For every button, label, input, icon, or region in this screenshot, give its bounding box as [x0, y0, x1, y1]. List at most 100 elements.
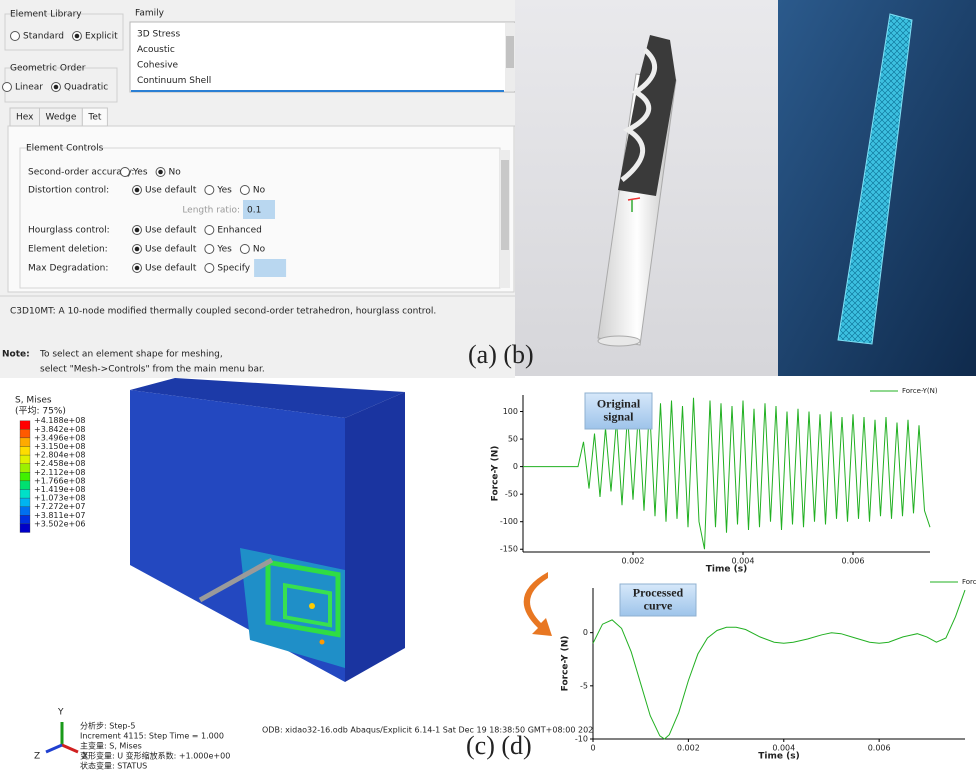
panel-label: (a) (b): [468, 340, 534, 369]
legend-swatch: [20, 524, 30, 533]
y-tick-label: -5: [580, 681, 588, 690]
radio-label[interactable]: Yes: [216, 186, 232, 196]
legend-swatch: [20, 472, 30, 481]
radio-label[interactable]: Explicit: [85, 32, 118, 42]
note-label: Note:: [2, 350, 30, 360]
annotation: Processed: [633, 585, 684, 599]
axis-x: [62, 745, 78, 752]
legend-swatch: [20, 507, 30, 516]
legend-value: +3.502e+06: [34, 519, 85, 528]
control-label: Distortion control:: [28, 186, 109, 196]
group-title: Family: [135, 9, 165, 19]
radio-label[interactable]: Yes: [216, 245, 232, 255]
y-tick-label: 100: [503, 407, 518, 416]
text-field[interactable]: [254, 259, 286, 277]
radio-label[interactable]: Linear: [15, 83, 43, 93]
annotation: curve: [644, 598, 673, 612]
radio-label[interactable]: No: [253, 186, 266, 196]
x-tick-label: 0: [590, 744, 595, 753]
y-tick-label: -100: [500, 517, 518, 526]
info-line: ODB: xidao32-16.odb Abaqus/Explicit 6.14…: [262, 726, 598, 735]
radio-button[interactable]: [205, 245, 214, 254]
radio-button[interactable]: [11, 32, 20, 41]
tab-label[interactable]: Wedge: [45, 113, 76, 123]
radio-label[interactable]: Enhanced: [217, 226, 262, 236]
legend-swatch: [20, 498, 30, 507]
stress-contour-render: [130, 378, 405, 682]
control-label: Max Degradation:: [28, 264, 108, 274]
hot-spot: [309, 603, 315, 609]
legend-swatch: [20, 481, 30, 490]
info-line: 状态变量: STATUS: [80, 761, 147, 771]
legend-subtitle: (平均: 75%): [15, 405, 66, 417]
radio-button[interactable]: [121, 168, 130, 177]
block-side: [345, 392, 405, 682]
radio-button[interactable]: [205, 186, 214, 195]
axis-z: [46, 745, 62, 752]
radio-label[interactable]: Use default: [145, 245, 197, 255]
family-item[interactable]: 3D Stress: [137, 30, 180, 40]
figure: Element Library Family Geometric Order E…: [0, 0, 976, 778]
tab-label[interactable]: Hex: [16, 113, 34, 123]
force-charts: 100500-50-100-1500.0020.0040.006Time (s)…: [491, 387, 976, 762]
scrollbar-thumb[interactable]: [501, 160, 509, 250]
radio-label[interactable]: Quadratic: [64, 83, 108, 93]
family-item[interactable]: Continuum Shell: [137, 76, 211, 86]
radio-label[interactable]: No: [253, 245, 266, 255]
group-title: Element Controls: [26, 144, 104, 154]
info-line: 主变量: S, Mises: [80, 741, 142, 751]
radio-label[interactable]: No: [169, 168, 182, 178]
tab-label[interactable]: Tet: [87, 113, 102, 123]
radio-label[interactable]: Use default: [145, 186, 197, 196]
info-line: Increment 4115: Step Time = 1.000: [80, 732, 224, 741]
y-tick-label: -10: [575, 735, 588, 744]
info-line: 分析步: Step-5: [80, 721, 135, 731]
legend-label: Force-Y(N): [902, 387, 938, 395]
legend-swatch: [20, 464, 30, 473]
radio-label[interactable]: Use default: [145, 226, 197, 236]
radio-label[interactable]: Yes: [132, 168, 148, 178]
axis-label: Z: [34, 752, 40, 762]
control-label: Hourglass control:: [28, 226, 110, 236]
hot-spot: [320, 640, 325, 645]
radio-button[interactable]: [205, 226, 214, 235]
scrollbar-thumb[interactable]: [506, 36, 514, 68]
radio-dot[interactable]: [75, 34, 80, 39]
legend-swatch: [20, 515, 30, 524]
legend-swatch: [20, 438, 30, 447]
family-item[interactable]: Cohesive: [137, 61, 179, 71]
radio-button[interactable]: [240, 245, 249, 254]
y-tick-label: 0: [583, 628, 588, 637]
x-tick-label: 0.002: [622, 557, 645, 566]
radio-dot[interactable]: [135, 247, 140, 252]
radio-label[interactable]: Specify: [217, 264, 250, 274]
y-tick-label: -50: [505, 490, 518, 499]
legend-swatch: [20, 429, 30, 438]
info-line: 变形变量: U 变形缩放系数: +1.000e+00: [80, 751, 230, 761]
panel-label: (c) (d): [466, 731, 532, 760]
y-tick-label: 50: [508, 435, 518, 444]
radio-button[interactable]: [240, 186, 249, 195]
contour-legend: +4.188e+08+3.842e+08+3.496e+08+3.150e+08…: [20, 416, 85, 532]
x-tick-label: 0.002: [677, 744, 700, 753]
radio-dot[interactable]: [135, 188, 140, 193]
radio-button[interactable]: [205, 264, 214, 273]
element-description: C3D10MT: A 10-node modified thermally co…: [10, 307, 436, 317]
x-tick-label: 0.006: [842, 557, 865, 566]
x-axis-label: Time (s): [758, 752, 799, 762]
family-item[interactable]: Acoustic: [137, 45, 175, 55]
radio-label[interactable]: Use default: [145, 264, 197, 274]
radio-dot[interactable]: [135, 266, 140, 271]
radio-button[interactable]: [3, 83, 12, 92]
control-label: Second-order accuracy:: [28, 168, 134, 178]
legend-swatch: [20, 490, 30, 499]
radio-dot[interactable]: [135, 228, 140, 233]
legend-swatch: [20, 455, 30, 464]
y-tick-label: -150: [500, 545, 518, 554]
radio-label[interactable]: Standard: [23, 32, 64, 42]
element-type-dialog: Element Library Family Geometric Order E…: [0, 0, 515, 330]
radio-dot[interactable]: [158, 170, 163, 175]
field-value[interactable]: 0.1: [247, 206, 261, 216]
radio-dot[interactable]: [54, 85, 59, 90]
tool-end: [598, 336, 640, 346]
